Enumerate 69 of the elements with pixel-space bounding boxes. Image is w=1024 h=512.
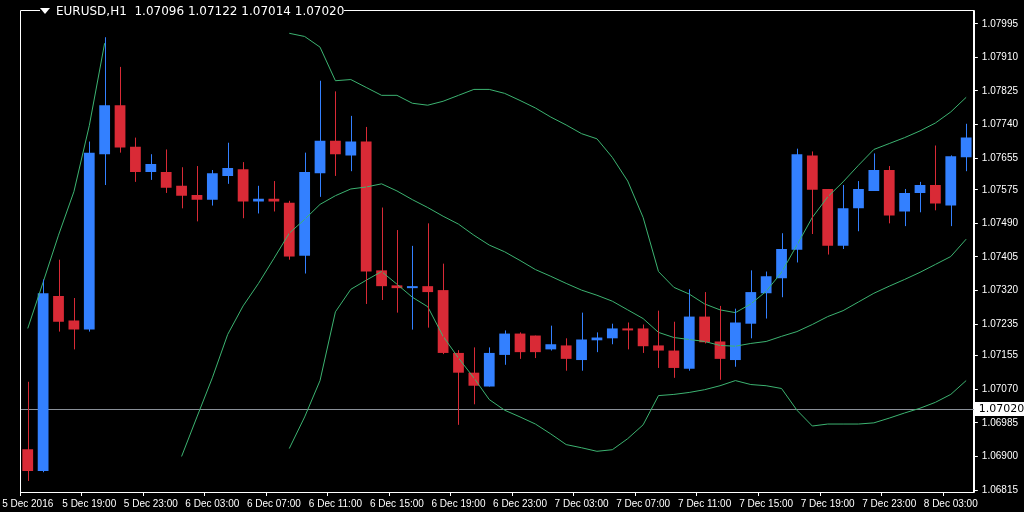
candlestick: [53, 259, 64, 333]
y-tick-label: 1.07825: [981, 84, 1019, 96]
x-tick-label: 8 Dec 03:00: [923, 497, 979, 509]
y-tick-label: 1.07995: [981, 17, 1019, 29]
x-tick-label: 5 Dec 23:00: [123, 497, 179, 509]
y-tick-label: 1.06815: [981, 483, 1019, 495]
candlestick: [806, 150, 818, 235]
candlestick: [622, 322, 634, 350]
candlestick: [83, 141, 95, 333]
candlestick: [37, 278, 49, 473]
candlestick: [160, 148, 172, 194]
candlestick: [576, 312, 587, 372]
candlestick: [330, 90, 341, 177]
candlestick: [853, 180, 864, 232]
x-tick-label: 6 Dec 07:00: [246, 497, 302, 509]
candlestick: [868, 152, 880, 192]
candlestick: [283, 200, 295, 261]
candlestick: [499, 329, 511, 366]
x-tick-label: 7 Dec 15:00: [739, 497, 794, 509]
x-tick-label: 6 Dec 23:00: [493, 497, 548, 509]
x-tick-label: 7 Dec 07:00: [616, 497, 671, 509]
candlestick: [668, 321, 680, 379]
candlestick: [945, 154, 957, 227]
x-tick-label: 6 Dec 03:00: [185, 497, 240, 509]
x-tick-label: 6 Dec 19:00: [431, 497, 486, 509]
x-tick-label: 6 Dec 11:00: [308, 497, 363, 509]
candlestick: [22, 381, 34, 482]
y-tick-label: 1.07575: [981, 183, 1019, 195]
candlestick: [483, 346, 495, 388]
candlestick: [606, 323, 618, 345]
candlestick: [222, 142, 234, 185]
candlestick: [899, 188, 911, 227]
candlestick: [176, 166, 187, 209]
candlestick: [683, 288, 695, 372]
candlestick: [145, 153, 157, 181]
y-tick-label: 1.06900: [981, 450, 1019, 462]
candlestick: [130, 137, 141, 183]
ref-line-label: 1.07020: [978, 401, 1024, 415]
x-tick-label: 5 Dec 19:00: [62, 497, 117, 509]
y-tick-label: 1.07235: [981, 317, 1019, 329]
candlestick: [560, 337, 572, 372]
candlestick: [406, 245, 418, 331]
candlestick: [422, 222, 434, 329]
x-tick-label: 7 Dec 11:00: [678, 497, 732, 509]
y-tick-label: 1.07155: [981, 349, 1019, 361]
candlestick: [299, 152, 311, 275]
candlestick: [253, 185, 264, 214]
candlestick: [268, 180, 280, 212]
x-tick-label: 7 Dec 23:00: [862, 497, 917, 509]
x-tick-label: 7 Dec 19:00: [800, 497, 856, 509]
candlestick: [653, 310, 664, 369]
y-tick-label: 1.07740: [981, 118, 1019, 130]
candlestick: [883, 165, 895, 224]
candlestick: [206, 169, 218, 207]
candlestick: [545, 325, 557, 352]
x-tick-label: 6 Dec 15:00: [369, 497, 425, 509]
y-tick-label: 1.07070: [981, 383, 1019, 395]
y-tick-label: 1.07655: [981, 151, 1019, 163]
candlestick: [360, 126, 372, 305]
candlestick: [99, 36, 111, 186]
y-tick-label: 1.07910: [981, 51, 1019, 63]
x-tick-label: 5 Dec 2016: [2, 497, 54, 509]
y-tick-label: 1.07405: [981, 250, 1019, 262]
candlestick: [930, 145, 941, 211]
y-tick-label: 1.07320: [981, 284, 1019, 296]
y-tick-label: 1.06985: [981, 416, 1019, 428]
chart-title: EURUSD,H1 1.07096 1.07122 1.07014 1.07020: [56, 4, 345, 18]
x-tick-label: 7 Dec 03:00: [554, 497, 609, 509]
y-tick-label: 1.07490: [981, 217, 1019, 229]
